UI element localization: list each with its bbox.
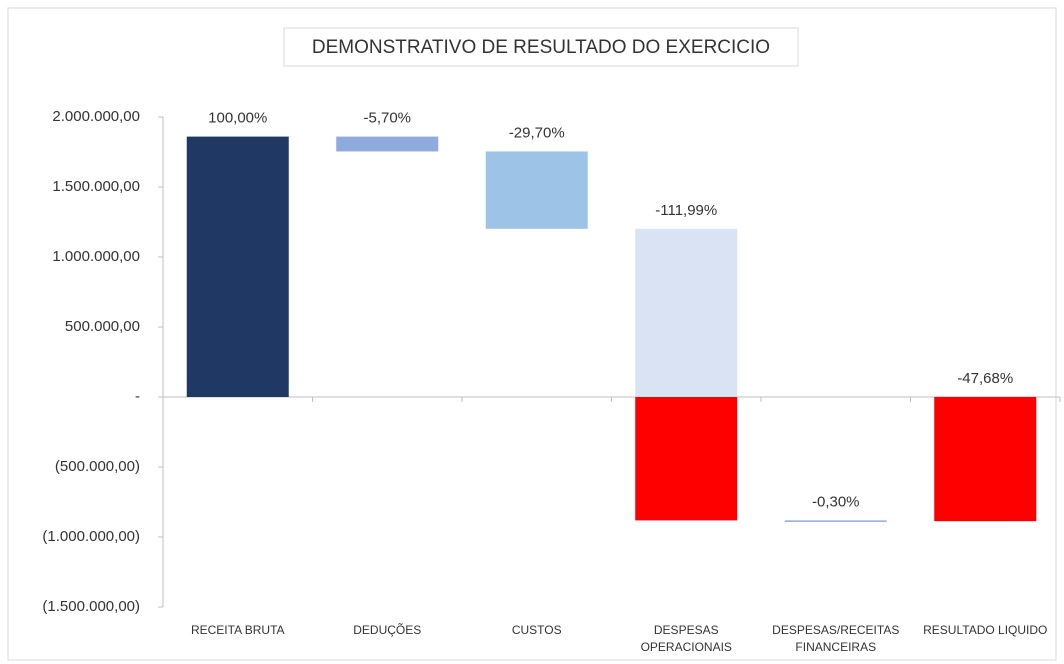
data-label: -111,99% <box>655 202 717 219</box>
y-tick-label: - <box>135 388 140 405</box>
y-tick-label: 1.500.000,00 <box>52 178 140 195</box>
data-label: -5,70% <box>363 110 411 127</box>
data-label: 100,00% <box>208 110 267 127</box>
chart-frame <box>7 7 1057 661</box>
y-tick-label: 2.000.000,00 <box>52 108 140 125</box>
data-label: -29,70% <box>509 124 565 141</box>
data-label: -0,30% <box>812 493 860 510</box>
data-label: -47,68% <box>957 370 1013 387</box>
x-tick-label: RECEITA BRUTA <box>190 623 285 637</box>
bar <box>186 136 289 397</box>
title-box <box>283 27 799 67</box>
x-tick-label: CUSTOS <box>511 623 562 637</box>
bar <box>784 520 887 522</box>
y-tick-label: 1.000.000,00 <box>52 248 140 265</box>
x-tick-label: DESPESAS OPERACIONAIS <box>640 623 732 654</box>
bar <box>635 397 738 521</box>
y-tick-label: (1.000.000,00) <box>42 528 140 545</box>
bar <box>635 228 738 397</box>
y-tick-label: (1.500.000,00) <box>42 598 140 615</box>
bar <box>336 136 439 152</box>
x-tick-label: RESULTADO LIQUIDO <box>923 623 1048 637</box>
bar <box>934 397 1037 522</box>
x-tick-label: DEDUÇÕES <box>353 623 422 637</box>
y-tick-label: 500.000,00 <box>65 318 140 335</box>
y-tick-label: (500.000,00) <box>55 458 140 475</box>
chart-title: DEMONSTRATIVO DE RESULTADO DO EXERCICIO <box>312 37 770 58</box>
x-tick-label: DESPESAS/RECEITAS FINANCEIRAS <box>772 623 900 654</box>
bar <box>485 151 588 229</box>
